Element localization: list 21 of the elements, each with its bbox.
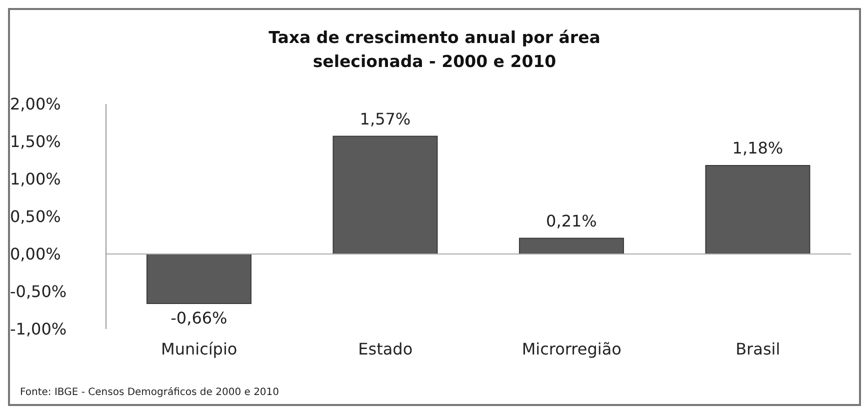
data-label: 1,18%: [732, 138, 784, 158]
y-tick-label: 1,00%: [10, 170, 61, 189]
bar: [705, 165, 810, 254]
source-note: Fonte: IBGE - Censos Demográficos de 2000 e 2010: [20, 387, 280, 398]
y-tick-label: 1,50%: [10, 132, 61, 152]
y-tick-label: 0,00%: [10, 244, 61, 264]
data-label: 0,21%: [546, 211, 597, 230]
chart-title: Taxa de crescimento anual por área selecionada - 2000 e 2010: [268, 27, 602, 73]
x-tick-label: Microrregião: [522, 339, 622, 358]
y-tick-label: -1,00%: [10, 320, 67, 339]
data-label: -0,66%: [170, 308, 228, 328]
y-tick-label: -0,50%: [10, 282, 67, 302]
bar: [332, 136, 438, 254]
bar: [518, 238, 624, 254]
bar: [146, 254, 252, 304]
x-tick-label: Brasil: [736, 339, 780, 358]
y-tick-label: 0,50%: [10, 207, 61, 226]
y-tick-label: 2,00%: [10, 94, 61, 114]
data-label: 1,57%: [360, 109, 411, 128]
x-tick-label: Estado: [358, 339, 413, 358]
x-tick-label: Município: [161, 339, 238, 358]
